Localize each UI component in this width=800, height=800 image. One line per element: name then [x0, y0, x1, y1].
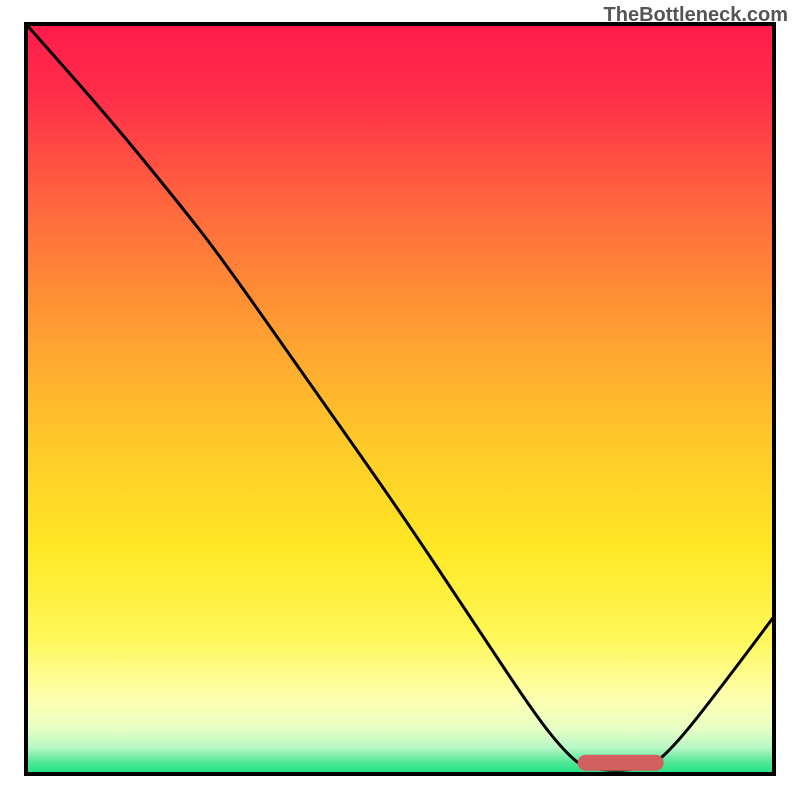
chart-svg: [0, 0, 800, 800]
watermark-text: TheBottleneck.com: [604, 4, 788, 27]
chart-root: TheBottleneck.com: [0, 0, 800, 800]
gradient-background: [26, 24, 774, 774]
optimal-range-marker: [578, 755, 664, 771]
plot-area: [26, 24, 774, 774]
